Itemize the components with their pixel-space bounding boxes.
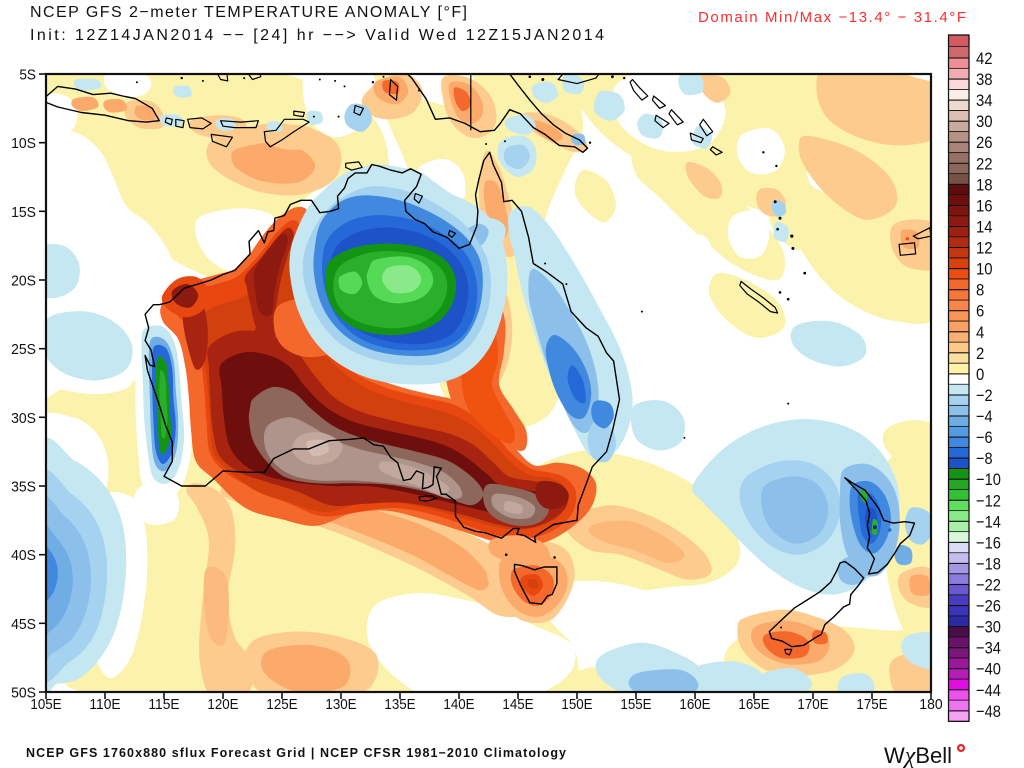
svg-text:−44: −44 <box>976 681 1001 700</box>
svg-text:5S: 5S <box>19 67 36 84</box>
svg-text:140E: 140E <box>443 696 474 713</box>
svg-text:42: 42 <box>976 49 993 68</box>
svg-text:−16: −16 <box>976 533 1001 552</box>
svg-text:50S: 50S <box>11 685 36 702</box>
svg-text:130E: 130E <box>325 696 356 713</box>
svg-text:170E: 170E <box>797 696 828 713</box>
svg-text:26: 26 <box>976 133 993 152</box>
svg-text:−22: −22 <box>976 576 1001 595</box>
svg-text:145E: 145E <box>502 696 533 713</box>
svg-text:−10: −10 <box>976 470 1001 489</box>
svg-text:175E: 175E <box>856 696 887 713</box>
svg-text:110E: 110E <box>89 696 120 713</box>
svg-text:−2: −2 <box>976 386 993 405</box>
svg-text:160E: 160E <box>679 696 710 713</box>
svg-text:35S: 35S <box>11 479 36 496</box>
svg-text:10: 10 <box>976 260 993 279</box>
svg-text:−12: −12 <box>976 491 1001 510</box>
svg-text:15S: 15S <box>11 204 36 221</box>
svg-text:125E: 125E <box>266 696 297 713</box>
svg-text:−18: −18 <box>976 554 1001 573</box>
svg-text:2: 2 <box>976 344 984 363</box>
svg-text:0: 0 <box>976 365 984 384</box>
svg-text:−30: −30 <box>976 618 1001 637</box>
svg-text:165E: 165E <box>738 696 769 713</box>
svg-text:−26: −26 <box>976 597 1001 616</box>
svg-text:−4: −4 <box>976 407 993 426</box>
svg-text:18: 18 <box>976 175 993 194</box>
svg-text:4: 4 <box>976 323 984 342</box>
svg-text:155E: 155E <box>620 696 651 713</box>
svg-text:−40: −40 <box>976 660 1001 679</box>
svg-text:115E: 115E <box>148 696 179 713</box>
svg-text:30: 30 <box>976 112 993 131</box>
svg-text:NCEP GFS 1760x880 sflux Foreca: NCEP GFS 1760x880 sflux Forecast Grid | … <box>26 746 566 760</box>
svg-text:−34: −34 <box>976 639 1001 658</box>
svg-text:20S: 20S <box>11 273 36 290</box>
svg-text:40S: 40S <box>11 547 36 564</box>
svg-text:45S: 45S <box>11 616 36 633</box>
svg-text:10S: 10S <box>11 135 36 152</box>
svg-text:30S: 30S <box>11 410 36 427</box>
svg-text:25S: 25S <box>11 341 36 358</box>
svg-text:WχBell: WχBell <box>884 743 952 768</box>
svg-text:12: 12 <box>976 239 993 258</box>
svg-text:Domain Min/Max −13.4° − 31.4°: Domain Min/Max −13.4° − 31.4°F <box>698 9 966 26</box>
svg-text:−8: −8 <box>976 449 993 468</box>
svg-text:8: 8 <box>976 281 984 300</box>
svg-text:135E: 135E <box>384 696 415 713</box>
svg-text:16: 16 <box>976 196 993 215</box>
svg-text:38: 38 <box>976 70 993 89</box>
svg-text:14: 14 <box>976 218 993 237</box>
svg-text:Init: 12Z14JAN2014 −− [24] hr: Init: 12Z14JAN2014 −− [24] hr −−> Valid … <box>30 27 604 44</box>
svg-text:34: 34 <box>976 91 993 110</box>
svg-text:−14: −14 <box>976 512 1001 531</box>
svg-text:NCEP GFS 2−meter TEMPERATURE A: NCEP GFS 2−meter TEMPERATURE ANOMALY [°F… <box>30 4 467 21</box>
svg-text:150E: 150E <box>561 696 592 713</box>
svg-text:22: 22 <box>976 154 993 173</box>
svg-text:180: 180 <box>919 696 942 713</box>
svg-text:6: 6 <box>976 302 984 321</box>
svg-text:105E: 105E <box>30 696 61 713</box>
svg-text:−6: −6 <box>976 428 993 447</box>
svg-text:−48: −48 <box>976 702 1001 721</box>
svg-text:120E: 120E <box>207 696 238 713</box>
